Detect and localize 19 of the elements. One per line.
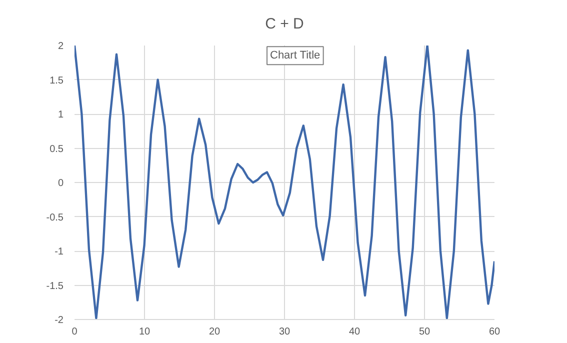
x-tick-label: 60 — [488, 326, 500, 338]
y-tick-label: 1 — [58, 110, 64, 120]
y-tick-label: 1.5 — [50, 75, 64, 86]
x-tick-label: 20 — [208, 326, 220, 338]
y-tick-label: 0.5 — [50, 144, 64, 155]
y-tick-label: -1.5 — [46, 280, 64, 292]
line-series — [74, 46, 494, 320]
x-tick-label: 0 — [72, 326, 78, 338]
x-tick-label: 50 — [418, 326, 430, 338]
chart-title: C + D — [265, 16, 304, 32]
annotation: Chart Title — [270, 50, 320, 62]
y-tick-label: -1 — [54, 246, 64, 258]
y-tick-label: 0 — [58, 178, 64, 189]
y-tick-label: -0.5 — [46, 212, 64, 224]
y-tick-label: 2 — [58, 41, 64, 52]
x-tick-label: 40 — [348, 326, 360, 338]
x-tick-label: 10 — [138, 326, 150, 338]
y-tick-label: -2 — [54, 315, 64, 326]
x-tick-label: 30 — [278, 326, 290, 338]
